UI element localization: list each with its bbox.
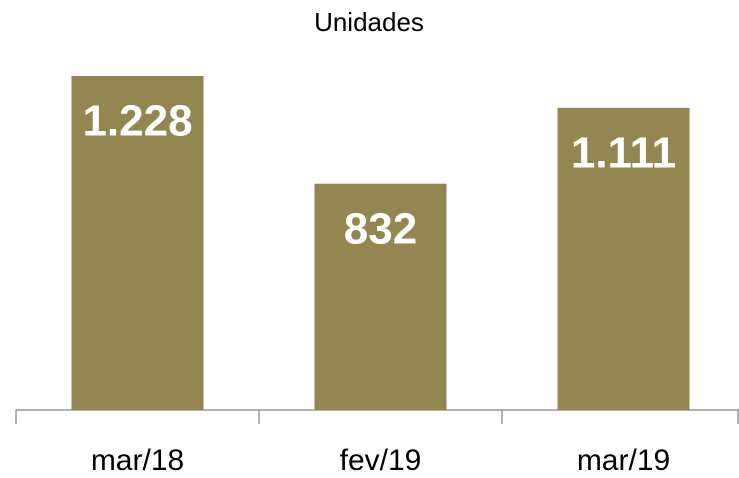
chart-title: Unidades bbox=[314, 7, 424, 37]
data-label: 1.228 bbox=[82, 97, 192, 146]
data-label: 1.111 bbox=[571, 128, 676, 177]
x-tick-label: mar/19 bbox=[577, 444, 670, 477]
data-label: 832 bbox=[344, 204, 417, 253]
bar bbox=[557, 107, 690, 410]
x-tick-label: fev/19 bbox=[340, 444, 422, 477]
bar bbox=[71, 76, 204, 410]
bar bbox=[314, 183, 447, 410]
x-tick-label: mar/18 bbox=[91, 444, 184, 477]
